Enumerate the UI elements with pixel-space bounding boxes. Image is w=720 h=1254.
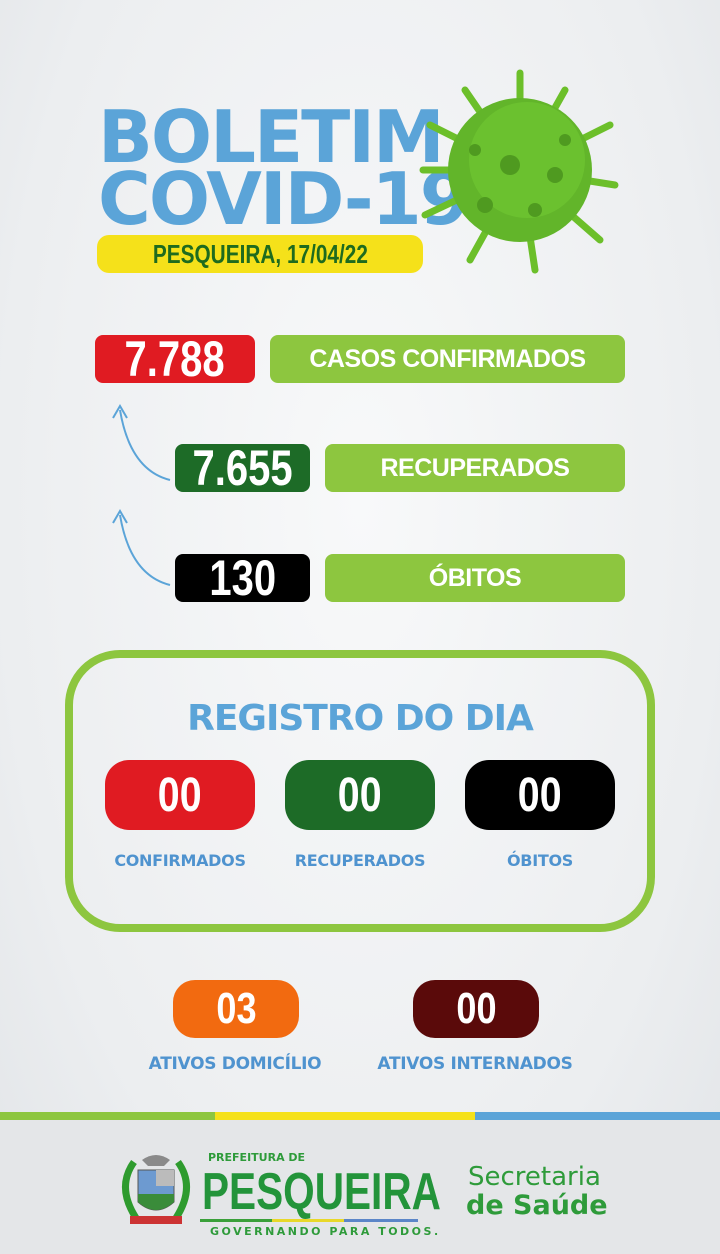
daily-confirmed: 00 (105, 760, 255, 830)
deaths-label: ÓBITOS (325, 554, 625, 602)
daily-confirmed-label: CONFIRMADOS (114, 851, 246, 870)
arrow-icons (112, 404, 171, 586)
confirmed-label: CASOS CONFIRMADOS (270, 335, 625, 383)
logo-underline (200, 1219, 418, 1222)
registro-title: REGISTRO DO DIA (187, 698, 534, 739)
secretaria-line2: de Saúde (466, 1190, 608, 1221)
prefeitura-name: PESQUEIRA (202, 1163, 441, 1221)
color-stripe (0, 1112, 720, 1120)
title-boletim: BOLETIM (98, 95, 445, 179)
confirmed-total: 7.788 (95, 331, 255, 387)
slogan: GOVERNANDO PARA TODOS. (210, 1225, 441, 1238)
registro-panel (65, 650, 655, 932)
active-home-label: ATIVOS DOMICÍLIO (148, 1054, 322, 1074)
daily-deaths: 00 (465, 760, 615, 830)
secretaria-line1: Secretaria (468, 1162, 601, 1192)
active-hospital-label: ATIVOS INTERNADOS (377, 1054, 573, 1074)
recovered-total: 7.655 (175, 440, 310, 496)
footer (0, 1120, 720, 1254)
daily-recovered-label: RECUPERADOS (294, 851, 426, 870)
prefeitura-small: PREFEITURA DE (208, 1151, 306, 1164)
daily-deaths-label: ÓBITOS (507, 851, 573, 870)
active-home: 03 (173, 980, 299, 1038)
location-date-badge: PESQUEIRA, 17/04/22 (97, 235, 423, 273)
virus-icon (419, 69, 619, 274)
deaths-total: 130 (175, 550, 310, 606)
coat-of-arms-logo (122, 1155, 190, 1224)
recovered-label: RECUPERADOS (325, 444, 625, 492)
active-hospital: 00 (413, 980, 539, 1038)
title-covid: COVID-19 (98, 157, 470, 241)
daily-recovered: 00 (285, 760, 435, 830)
